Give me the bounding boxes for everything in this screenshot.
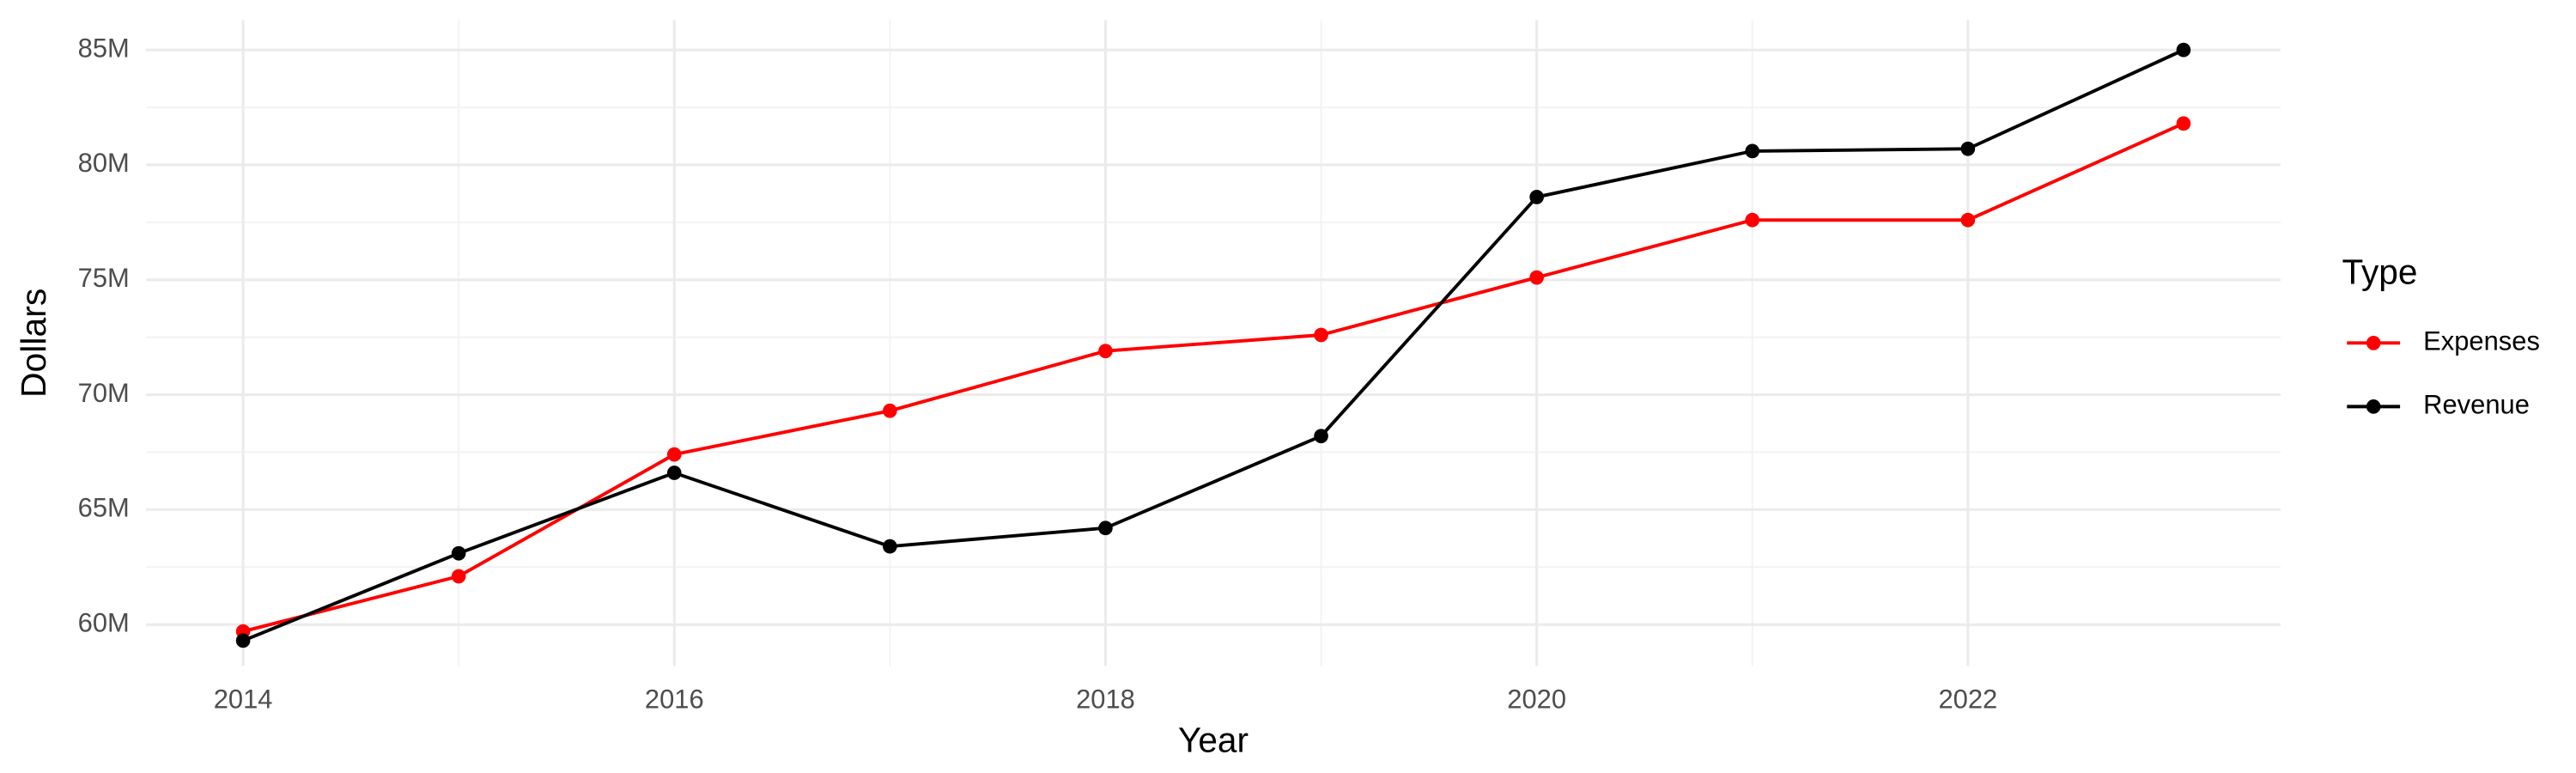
data-point	[1745, 143, 1760, 159]
x-tick-label: 2020	[1507, 684, 1566, 714]
y-tick-label: 65M	[78, 492, 130, 522]
y-tick-label: 75M	[78, 263, 130, 293]
legend-swatch-point	[2366, 335, 2381, 350]
legend-label: Revenue	[2423, 390, 2530, 420]
data-point	[451, 569, 466, 584]
x-tick-label: 2014	[214, 684, 273, 714]
data-point	[2176, 42, 2191, 58]
legend-item: Revenue	[2347, 390, 2530, 420]
y-axis-title: Dollars	[14, 289, 53, 398]
data-point	[1960, 141, 1976, 156]
grid	[146, 20, 2281, 666]
y-tick-label: 85M	[78, 33, 130, 63]
y-tick-label: 80M	[78, 148, 130, 178]
x-tick-label: 2018	[1076, 684, 1135, 714]
data-point	[883, 403, 897, 418]
data-point	[1529, 270, 1544, 285]
data-point	[1314, 429, 1328, 444]
series-line	[242, 48, 2184, 642]
data-point	[451, 545, 466, 561]
legend-title: Type	[2342, 252, 2417, 291]
data-point	[666, 447, 682, 462]
y-tick-label: 60M	[78, 607, 130, 637]
legend-label: Expenses	[2423, 326, 2540, 356]
data-point	[1529, 190, 1544, 204]
y-tick-label: 70M	[78, 378, 130, 408]
x-tick-label: 2022	[1938, 684, 1997, 714]
series-line	[242, 122, 2184, 634]
legend-swatch-point	[2366, 399, 2381, 414]
data-point	[1314, 327, 1328, 343]
data-point	[1745, 212, 1760, 228]
data-point	[1960, 212, 1976, 228]
data-point	[235, 633, 251, 648]
data-point	[666, 466, 682, 480]
x-axis-title: Year	[1178, 721, 1249, 760]
x-tick-label: 2016	[645, 684, 704, 714]
data-point	[1098, 344, 1113, 359]
data-point	[883, 539, 897, 554]
data-point	[2176, 116, 2191, 131]
legend-item: Expenses	[2347, 326, 2540, 356]
data-point	[1098, 520, 1113, 536]
